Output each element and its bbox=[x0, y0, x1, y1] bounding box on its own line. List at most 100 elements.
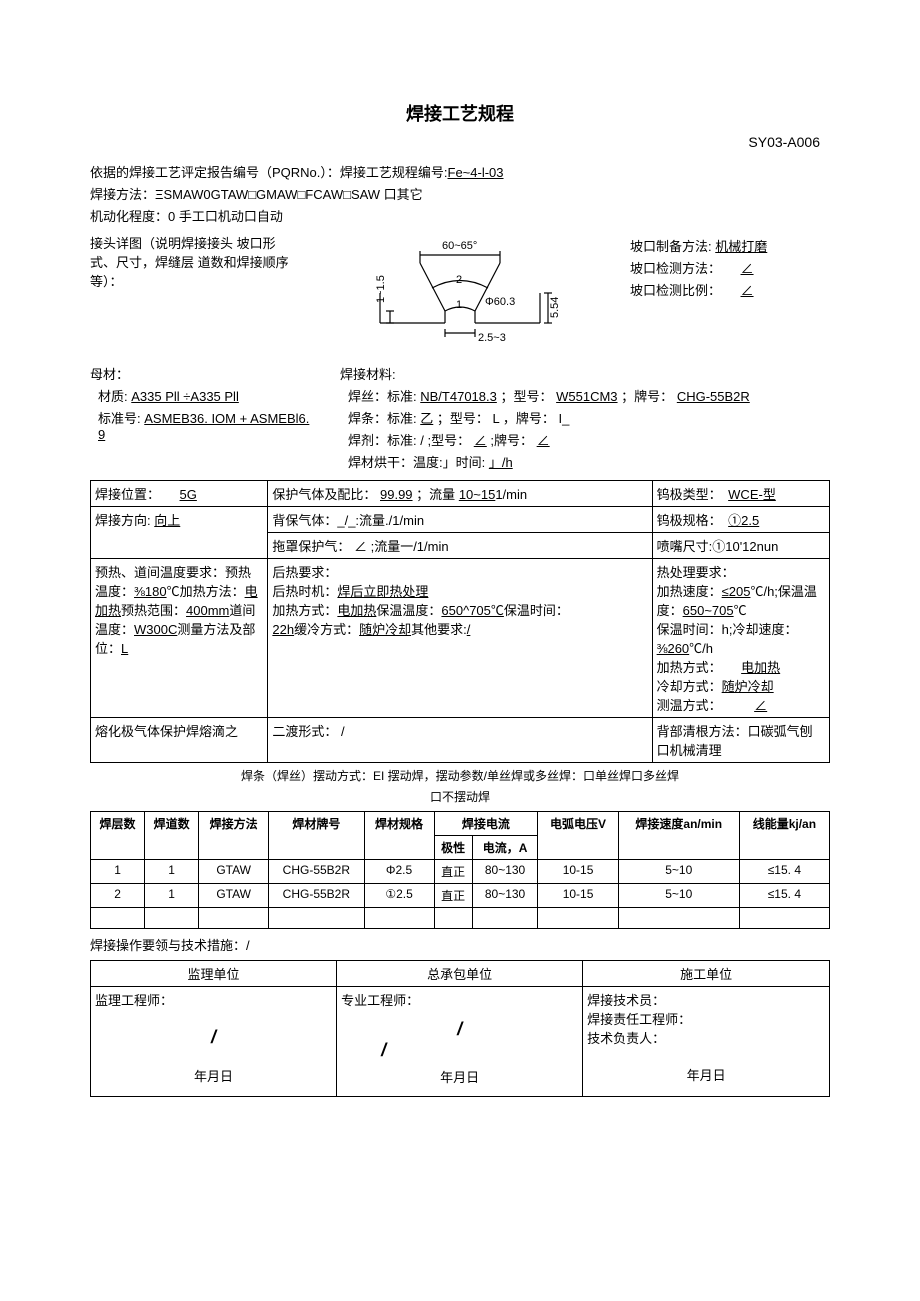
cell: 80~130 bbox=[472, 884, 538, 908]
method-line: 焊接方法：ΞSMAW0GTAW□GMAW□FCAW□SAW 口其它 bbox=[90, 184, 830, 203]
tungsten-type: WCE-型 bbox=[728, 487, 776, 502]
pos-label: 焊接位置： bbox=[95, 487, 154, 502]
signature-table: 监理单位 总承包单位 施工单位 监理工程师： / 年月日 专业工程师： / / … bbox=[90, 960, 830, 1097]
tungsten-type-label: 钨极类型： bbox=[657, 487, 716, 502]
tungsten-spec-label: 钨极规格： bbox=[657, 513, 716, 528]
sign-p3c: 技术负责人： bbox=[587, 1028, 825, 1047]
other-req: / bbox=[467, 622, 471, 637]
sign-h1: 监理单位 bbox=[91, 961, 337, 987]
th-layer: 焊层数 bbox=[91, 812, 145, 860]
slash-icon: / bbox=[341, 1019, 578, 1040]
postheat-method-label: 加热方式： bbox=[272, 603, 337, 618]
tungsten-spec: ①2.5 bbox=[728, 513, 759, 528]
flux-label: 焊剂：标准: bbox=[348, 433, 417, 448]
sign-date1: 年月日 bbox=[95, 1066, 332, 1085]
th-current: 焊接电流 bbox=[434, 812, 538, 836]
th-voltage: 电弧电压V bbox=[538, 812, 618, 860]
rod-model: L bbox=[493, 411, 500, 426]
pwht-hold-temp: 650~705 bbox=[683, 603, 734, 618]
dim-left: 1~1.5 bbox=[375, 275, 387, 303]
cell: ≤15. 4 bbox=[739, 860, 829, 884]
swing-line1: 焊条（焊丝）摆动方式：EI 摆动焊，摆动参数/单丝焊或多丝焊：口单丝焊口多丝焊 bbox=[90, 767, 830, 784]
cell: 10-15 bbox=[538, 884, 618, 908]
postheat-hold-time: 22h bbox=[272, 622, 294, 637]
slowcool-label: 缓冷方式： bbox=[294, 622, 359, 637]
detect-method-label: 坡口检测方法： bbox=[630, 261, 715, 276]
flux-brand-label: ;牌号： bbox=[490, 433, 533, 448]
sign-p3a: 焊接技术员： bbox=[587, 990, 825, 1009]
cell: GTAW bbox=[199, 860, 269, 884]
joint-desc: 接头详图（说明焊接接头 坡口形式、尺寸，焊缝层 道数和焊接顺序等）： bbox=[90, 233, 290, 290]
rod-brand-label: ，牌号： bbox=[503, 411, 555, 426]
wire-brand: CHG-55B2R bbox=[677, 389, 750, 404]
transfer-right: 背部清根方法：口碳弧气刨口机械清理 bbox=[652, 718, 829, 763]
slash-icon: / bbox=[381, 1040, 578, 1061]
drag-gas: 拖罩保护气： ∠ ;流量一/1/min bbox=[268, 533, 652, 559]
detect-method-value: ∠ bbox=[741, 261, 754, 276]
sign-h3: 施工单位 bbox=[583, 961, 830, 987]
th-method: 焊接方法 bbox=[199, 812, 269, 860]
cell: ①2.5 bbox=[364, 884, 434, 908]
pwht-cool-rate: ⅜260 bbox=[657, 641, 690, 656]
pwht-cool-method-label: 冷却方式： bbox=[657, 679, 722, 694]
cell: 10-15 bbox=[538, 860, 618, 884]
prep-label: 坡口制备方法: bbox=[630, 239, 712, 254]
pqr-value: Fe~4-l-03 bbox=[448, 165, 504, 180]
wire-model-label: ；型号： bbox=[500, 389, 552, 404]
postheat-timing: 焊后立即热处理 bbox=[337, 584, 428, 599]
dry-value: 」/h bbox=[489, 455, 513, 470]
pwht-heat-method: 电加热 bbox=[741, 660, 780, 675]
filler-section-label: 焊接材料: bbox=[340, 364, 830, 383]
th-energy: 线能量kj/an bbox=[739, 812, 829, 860]
method-value: ΞSMAW0GTAW□GMAW□FCAW□SAW 口其它 bbox=[155, 187, 423, 202]
sign-p2: 专业工程师： bbox=[341, 990, 578, 1009]
cell: 2 bbox=[91, 884, 145, 908]
sign-date3: 年月日 bbox=[587, 1065, 825, 1084]
sign-h2: 总承包单位 bbox=[337, 961, 583, 987]
cell: 1 bbox=[91, 860, 145, 884]
gas-ratio: 99.99 bbox=[380, 487, 413, 502]
flux-brand: ∠ bbox=[537, 433, 550, 448]
dim-right: 5.54 bbox=[549, 297, 561, 318]
dia-label: Φ60.3 bbox=[485, 296, 515, 308]
flux-model: ∠ bbox=[474, 433, 487, 448]
pass-1-label: 1 bbox=[456, 299, 462, 311]
gas-label: 保护气体及配比： bbox=[272, 487, 376, 502]
preheat-temp: ⅜180 bbox=[134, 584, 167, 599]
postheat-hold-temp: 650^705℃ bbox=[441, 603, 503, 618]
dim-bottom: 2.5~3 bbox=[478, 332, 506, 344]
table-row: 2 1 GTAW CHG-55B2R ①2.5 直正 80~130 10-15 … bbox=[91, 884, 830, 908]
params-table: 焊接位置： 5G 保护气体及配比： 99.99 ；流量 10~151/min 钨… bbox=[90, 480, 830, 763]
pwht-heat-method-label: 加热方式： bbox=[657, 660, 716, 675]
mech-label: 机动化程度： bbox=[90, 209, 168, 224]
pqr-label: 依据的焊接工艺评定报告编号（PQRNo.）：焊接工艺规程编号: bbox=[90, 165, 448, 180]
prep-value: 机械打磨 bbox=[715, 239, 767, 254]
sign-p1: 监理工程师： bbox=[95, 990, 332, 1009]
wire-brand-label: ；牌号： bbox=[621, 389, 673, 404]
cell: CHG-55B2R bbox=[269, 884, 364, 908]
pwht-temp-measure: ∠ bbox=[754, 698, 767, 713]
rod-std: 乙 bbox=[420, 411, 433, 426]
pwht-title: 热处理要求： bbox=[657, 565, 735, 580]
sign-date2: 年月日 bbox=[341, 1067, 578, 1086]
dir-label: 焊接方向: bbox=[95, 513, 151, 528]
th-amp: 电流，A bbox=[472, 836, 538, 860]
sign-p3b: 焊接责任工程师： bbox=[587, 1009, 825, 1028]
slash-icon: / bbox=[95, 1027, 332, 1048]
doc-number: SY03-A006 bbox=[90, 134, 830, 150]
interpass-temp: W300C bbox=[134, 622, 177, 637]
detect-ratio-value: ∠ bbox=[741, 283, 754, 298]
transfer-mid: 二渡形式： / bbox=[268, 718, 652, 763]
postheat-method: 电加热 bbox=[337, 603, 376, 618]
flux-model-label: ;型号： bbox=[428, 433, 471, 448]
gas-flow-label: ；流量 bbox=[416, 487, 455, 502]
cell: ≤15. 4 bbox=[739, 884, 829, 908]
flux-std: / bbox=[420, 433, 424, 448]
pqr-line: 依据的焊接工艺评定报告编号（PQRNo.）：焊接工艺规程编号:Fe~4-l-03 bbox=[90, 162, 830, 181]
cell: GTAW bbox=[199, 884, 269, 908]
preheat-method: 电加热 bbox=[95, 584, 258, 618]
measure-pos: L bbox=[121, 641, 128, 656]
base-section-label: 母材： bbox=[90, 364, 320, 383]
dim-angle: 60~65° bbox=[442, 240, 477, 252]
dry-label: 焊材烘干：温度:」时间: bbox=[348, 455, 485, 470]
